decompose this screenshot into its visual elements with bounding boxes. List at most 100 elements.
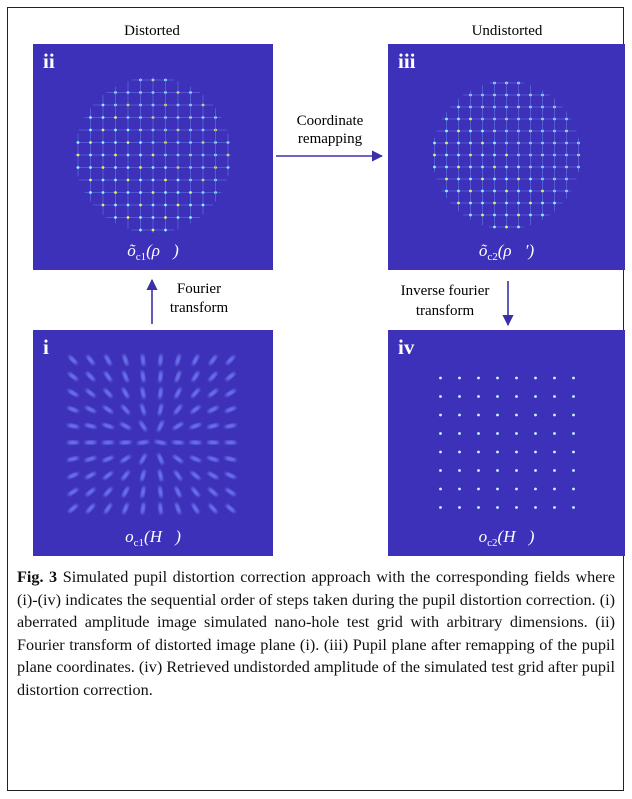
grid-spot bbox=[529, 178, 532, 181]
arrow-label: transform bbox=[416, 303, 475, 319]
grid-spot bbox=[553, 414, 556, 417]
caption-label: Fig. 3 bbox=[17, 568, 57, 586]
grid-spot bbox=[102, 204, 105, 207]
grid-spot bbox=[534, 395, 537, 398]
grid-spot bbox=[517, 226, 520, 229]
grid-spot bbox=[458, 395, 461, 398]
grid-spot bbox=[445, 130, 448, 133]
grid-spot bbox=[517, 166, 520, 169]
caption-text: Simulated pupil distortion correction ap… bbox=[17, 568, 615, 699]
grid-spot bbox=[458, 414, 461, 417]
grid-spot bbox=[457, 190, 460, 193]
grid-spot bbox=[439, 506, 442, 509]
grid-spot bbox=[102, 179, 105, 182]
grid-spot bbox=[469, 178, 472, 181]
grid-spot bbox=[572, 414, 575, 417]
grid-spot bbox=[164, 216, 167, 219]
grid-spot bbox=[164, 166, 167, 169]
grid-spot bbox=[202, 204, 205, 207]
grid-spot bbox=[457, 202, 460, 205]
grid-spot bbox=[189, 216, 192, 219]
grid-spot bbox=[505, 178, 508, 181]
grid-spot bbox=[469, 202, 472, 205]
grid-spot bbox=[439, 488, 442, 491]
grid-spot bbox=[458, 469, 461, 472]
figure: Distorted Undistorted Coordinate remappi… bbox=[0, 0, 632, 566]
grid-spot bbox=[481, 130, 484, 133]
grid-spot bbox=[505, 214, 508, 217]
panel-math: oc2(H⃗) bbox=[479, 527, 535, 549]
grid-spot bbox=[477, 377, 480, 380]
grid-spot bbox=[469, 130, 472, 133]
grid-spot bbox=[139, 191, 142, 194]
grid-spot bbox=[505, 190, 508, 193]
grid-spot bbox=[89, 116, 92, 119]
grid-spot bbox=[469, 214, 472, 217]
grid-spot bbox=[433, 166, 436, 169]
grid-spot bbox=[152, 229, 155, 232]
grid-spot bbox=[572, 377, 575, 380]
grid-spot bbox=[481, 154, 484, 157]
grid-spot bbox=[89, 179, 92, 182]
grid-spot bbox=[89, 141, 92, 144]
grid-spot bbox=[553, 451, 556, 454]
grid-spot bbox=[457, 178, 460, 181]
grid-spot bbox=[541, 202, 544, 205]
grid-spot bbox=[189, 191, 192, 194]
grid-spot bbox=[139, 204, 142, 207]
grid-spot bbox=[177, 191, 180, 194]
grid-spot bbox=[541, 214, 544, 217]
arrow-label: Fourier bbox=[177, 281, 221, 297]
grid-spot bbox=[477, 432, 480, 435]
grid-spot bbox=[152, 154, 155, 157]
grid-spot bbox=[439, 432, 442, 435]
grid-spot bbox=[152, 204, 155, 207]
grid-spot bbox=[529, 190, 532, 193]
arrow-label: remapping bbox=[298, 131, 363, 147]
math-arg: (ρ⃗′) bbox=[498, 241, 535, 260]
grid-spot bbox=[445, 118, 448, 121]
grid-spot bbox=[77, 166, 80, 169]
math-subscript: c2 bbox=[487, 537, 497, 549]
math-subscript: c2 bbox=[487, 251, 497, 263]
grid-spot bbox=[496, 377, 499, 380]
grid-spot bbox=[534, 414, 537, 417]
grid-spot bbox=[493, 226, 496, 229]
grid-spot bbox=[114, 191, 117, 194]
grid-spot bbox=[102, 166, 105, 169]
grid-spot bbox=[139, 216, 142, 219]
grid-spot bbox=[457, 130, 460, 133]
grid-spot bbox=[469, 118, 472, 121]
grid-spot bbox=[515, 469, 518, 472]
grid-spot bbox=[114, 204, 117, 207]
grid-spot bbox=[439, 469, 442, 472]
grid-spot bbox=[515, 414, 518, 417]
grid-spot bbox=[505, 154, 508, 157]
heading: Undistorted bbox=[472, 23, 543, 39]
grid-spot bbox=[102, 104, 105, 107]
grid-spot bbox=[553, 202, 556, 205]
math-arg: (ρ⃗) bbox=[146, 241, 179, 260]
grid-spot bbox=[139, 141, 142, 144]
grid-spot bbox=[139, 154, 142, 157]
grid-spot bbox=[481, 190, 484, 193]
grid-spot bbox=[127, 216, 130, 219]
grid-spot bbox=[496, 506, 499, 509]
grid-spot bbox=[164, 229, 167, 232]
grid-spot bbox=[493, 178, 496, 181]
grid-spot bbox=[177, 204, 180, 207]
grid-spot bbox=[469, 154, 472, 157]
grid-spot bbox=[515, 395, 518, 398]
grid-spot bbox=[505, 202, 508, 205]
grid-spot bbox=[457, 118, 460, 121]
grid-spot bbox=[517, 190, 520, 193]
grid-spot bbox=[139, 229, 142, 232]
grid-spot bbox=[164, 204, 167, 207]
grid-spot bbox=[114, 179, 117, 182]
grid-spot bbox=[127, 141, 130, 144]
grid-spot bbox=[515, 432, 518, 435]
grid-spot bbox=[458, 488, 461, 491]
grid-spot bbox=[102, 141, 105, 144]
grid-spot bbox=[496, 451, 499, 454]
grid-spot bbox=[505, 226, 508, 229]
